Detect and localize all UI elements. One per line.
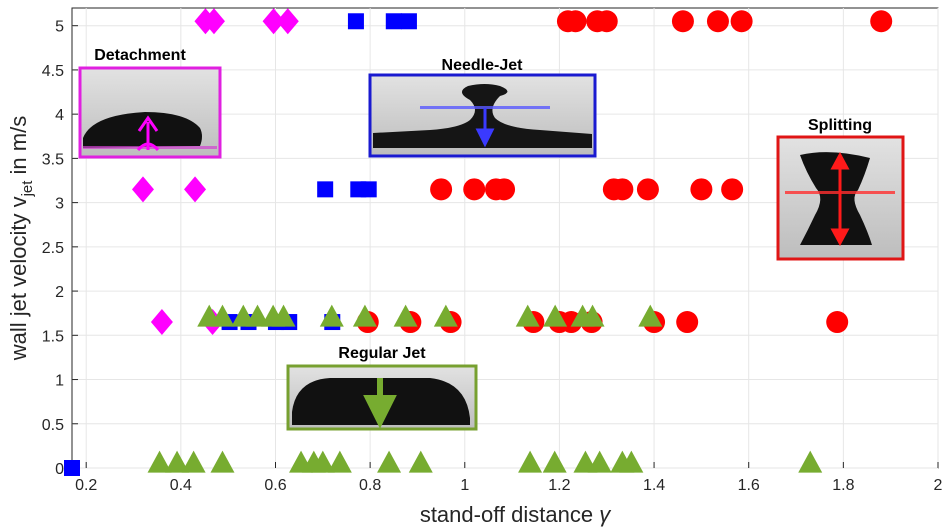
splitting-marker <box>430 178 453 201</box>
regular-jet-marker <box>580 304 605 327</box>
y-tick-label: 1.5 <box>42 328 64 345</box>
regular-jet-marker <box>210 304 235 327</box>
splitting-marker <box>493 178 516 201</box>
regular-jet-marker <box>619 450 644 473</box>
detachment-marker <box>202 8 225 35</box>
regular-jet-marker <box>181 450 206 473</box>
regular-jet-marker <box>377 450 402 473</box>
arrow-down-icon <box>363 378 397 429</box>
y-axis-label: wall jet velocity vjet in m/s <box>6 116 36 361</box>
data-markers <box>64 8 893 476</box>
needle-jet-marker <box>400 13 417 30</box>
inset-needle-jet-title: Needle-Jet <box>442 57 524 74</box>
x-tick-label: 1.6 <box>738 477 760 494</box>
x-tick-label: 1.8 <box>832 477 854 494</box>
regular-jet-marker <box>310 450 335 473</box>
detachment-marker <box>262 8 285 35</box>
x-tick-label: 0.8 <box>359 477 381 494</box>
y-tick-label: 2.5 <box>42 240 64 257</box>
needle-jet-marker <box>64 460 80 476</box>
inset-splitting-title: Splitting <box>808 117 872 134</box>
splitting-marker <box>636 178 659 201</box>
y-tick-label: 4.5 <box>42 63 64 80</box>
splitting-marker <box>611 178 634 201</box>
regular-jet-marker <box>587 450 612 473</box>
regular-jet-marker <box>798 450 823 473</box>
y-tick-label: 2 <box>55 284 64 301</box>
detachment-marker <box>150 309 173 336</box>
regular-jet-marker <box>327 450 352 473</box>
arrow-split-icon <box>830 151 850 247</box>
y-tick-label: 3.5 <box>42 151 64 168</box>
regular-jet-marker <box>515 304 540 327</box>
y-tick-label: 4 <box>55 107 64 124</box>
inset-regular-jet-title: Regular Jet <box>338 345 426 362</box>
detachment-marker <box>276 8 299 35</box>
splitting-marker <box>564 10 587 33</box>
arrow-down-icon <box>475 108 495 148</box>
needle-jet-marker <box>347 13 364 30</box>
inset-regular-jet: Regular Jet <box>286 345 478 431</box>
splitting-marker <box>595 10 618 33</box>
regular-jet-marker <box>147 450 172 473</box>
y-tick-label: 1 <box>55 373 64 390</box>
x-tick-label: 0.4 <box>170 477 192 494</box>
axis-ticks: 0.2 0.4 0.6 0.8 1 1.2 1.4 1.6 1.8 2 0 0.5 1 1.5 2 2.5 3 3… <box>42 19 943 494</box>
splitting-marker <box>721 178 744 201</box>
x-tick-label: 2 <box>934 477 943 494</box>
splitting-marker <box>826 311 849 334</box>
needle-jet-marker <box>360 181 377 198</box>
splitting-marker <box>676 311 699 334</box>
y-tick-label: 5 <box>55 19 64 36</box>
splitting-marker <box>706 10 729 33</box>
splitting-marker <box>671 10 694 33</box>
regular-jet-marker <box>638 304 663 327</box>
regular-jet-marker <box>542 450 567 473</box>
regular-jet-marker <box>245 304 270 327</box>
regular-jet-marker <box>433 304 458 327</box>
x-tick-label: 1.4 <box>643 477 665 494</box>
regular-jet-marker <box>319 304 344 327</box>
x-axis-label: stand-off distance γ <box>420 502 612 527</box>
detachment-marker <box>184 176 207 203</box>
x-tick-label: 1.2 <box>548 477 570 494</box>
regular-jet-marker <box>518 450 543 473</box>
x-tick-label: 0.6 <box>264 477 286 494</box>
inset-splitting: Splitting <box>776 117 905 261</box>
needle-jet-marker <box>385 13 402 30</box>
splitting-marker <box>870 10 893 33</box>
splitting-marker <box>730 10 753 33</box>
x-tick-label: 1 <box>460 477 469 494</box>
inset-detachment: Detachment <box>78 47 222 159</box>
arrow-up-icon <box>136 115 160 152</box>
regular-jet-marker <box>543 304 568 327</box>
regular-jet-marker <box>210 450 235 473</box>
regular-jet-marker <box>271 304 296 327</box>
regular-jet-marker <box>352 304 377 327</box>
splitting-marker <box>690 178 713 201</box>
needle-jet-marker <box>317 181 334 198</box>
inset-detachment-title: Detachment <box>94 47 186 64</box>
splitting-marker <box>463 178 486 201</box>
inset-needle-jet: Needle-Jet <box>368 57 597 158</box>
y-tick-label: 0.5 <box>42 417 64 434</box>
y-tick-label: 3 <box>55 196 64 213</box>
regular-jet-marker <box>165 450 190 473</box>
regular-jet-marker <box>393 304 418 327</box>
x-tick-label: 0.2 <box>75 477 97 494</box>
detachment-marker <box>131 176 154 203</box>
y-tick-label: 0 <box>55 461 64 478</box>
regular-jet-marker <box>408 450 433 473</box>
